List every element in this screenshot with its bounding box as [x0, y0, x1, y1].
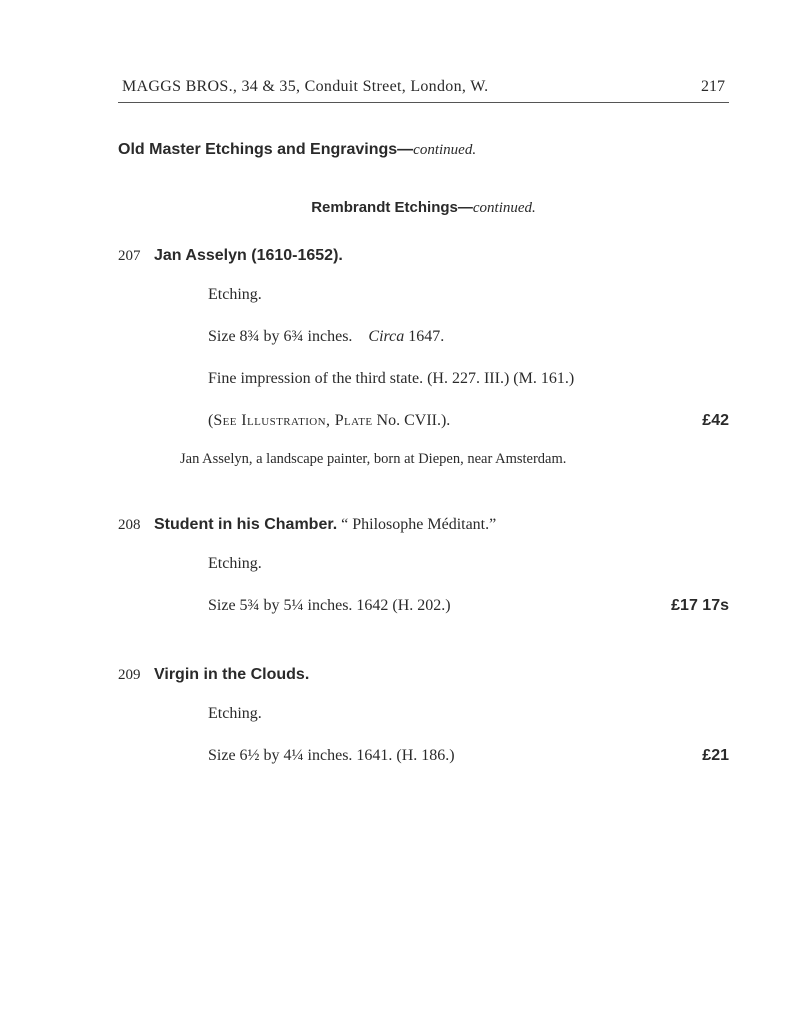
entry-line-priced: (See Illustration, Plate No. CVII.). £42 — [208, 409, 729, 433]
section-heading: Old Master Etchings and Engravings—conti… — [118, 141, 729, 159]
entry-note: Jan Asselyn, a landscape painter, born a… — [118, 451, 729, 468]
entry-body: Etching. Size 5¾ by 5¼ inches. 1642 (H. … — [118, 552, 729, 618]
text: Size 8¾ by 6¾ inches. — [208, 328, 352, 345]
entry-line-priced: Size 6½ by 4¼ inches. 1641. (H. 186.) £2… — [208, 744, 729, 768]
price: £42 — [682, 409, 729, 433]
running-head: MAGGS BROS., 34 & 35, Conduit Street, Lo… — [118, 78, 729, 96]
catalogue-entry: 207 Jan Asselyn (1610-1652). Etching. Si… — [118, 247, 729, 468]
entry-header: 207 Jan Asselyn (1610-1652). — [118, 247, 729, 265]
lot-number: 207 — [118, 248, 154, 265]
text: No. CVII.). — [373, 412, 451, 429]
quoted-title: “ Philosophe Méditant.” — [337, 516, 496, 533]
sub-heading-continued: continued. — [473, 200, 536, 216]
entry-line: Etching. — [208, 283, 729, 307]
entry-title: Jan Asselyn (1610-1652). — [154, 247, 343, 265]
entry-line: Etching. — [208, 552, 729, 576]
text: Student in his Chamber. — [154, 516, 337, 533]
running-title: MAGGS BROS., 34 & 35, Conduit Street, Lo… — [122, 78, 488, 96]
entry-title: Student in his Chamber. “ Philosophe Méd… — [154, 516, 496, 534]
text: Fine impression of the third state. — [208, 370, 423, 387]
entry-line-priced: Size 5¾ by 5¼ inches. 1642 (H. 202.) £17… — [208, 594, 729, 618]
entry-line: Etching. — [208, 702, 729, 726]
sub-heading: Rembrandt Etchings—continued. — [118, 199, 729, 217]
price: £21 — [682, 744, 729, 768]
entry-header: 208 Student in his Chamber. “ Philosophe… — [118, 516, 729, 534]
entry-body: Etching. Size 6½ by 4¼ inches. 1641. (H.… — [118, 702, 729, 768]
page-number: 217 — [701, 78, 725, 96]
text: Size 5¾ by 5¼ inches. 1642 (H. 202.) — [208, 594, 451, 618]
text: (See Illustration, Plate No. CVII.). — [208, 409, 450, 433]
catalogue-entry: 208 Student in his Chamber. “ Philosophe… — [118, 516, 729, 618]
italic-text: Circa — [368, 328, 404, 345]
text — [356, 328, 364, 345]
smallcaps-text: See Illustration, Plate — [213, 412, 372, 429]
text: Size 6½ by 4¼ inches. 1641. (H. 186.) — [208, 744, 455, 768]
horizontal-rule — [118, 102, 729, 103]
sub-heading-main: Rembrandt Etchings— — [311, 199, 473, 216]
catalogue-entry: 209 Virgin in the Clouds. Etching. Size … — [118, 666, 729, 768]
text: (H. 227. III.) (M. 161.) — [423, 370, 574, 387]
entry-title: Virgin in the Clouds. — [154, 666, 309, 684]
entry-header: 209 Virgin in the Clouds. — [118, 666, 729, 684]
text: 1647. — [404, 328, 444, 345]
page: MAGGS BROS., 34 & 35, Conduit Street, Lo… — [0, 0, 801, 1036]
lot-number: 208 — [118, 517, 154, 534]
price: £17 17s — [651, 594, 729, 618]
entry-body: Etching. Size 8¾ by 6¾ inches. Circa 164… — [118, 283, 729, 433]
entry-line: Size 8¾ by 6¾ inches. Circa 1647. — [208, 325, 729, 349]
section-heading-continued: continued. — [413, 142, 476, 158]
section-heading-main: Old Master Etchings and Engravings— — [118, 141, 413, 158]
entry-line: Fine impression of the third state. (H. … — [208, 367, 729, 391]
lot-number: 209 — [118, 667, 154, 684]
